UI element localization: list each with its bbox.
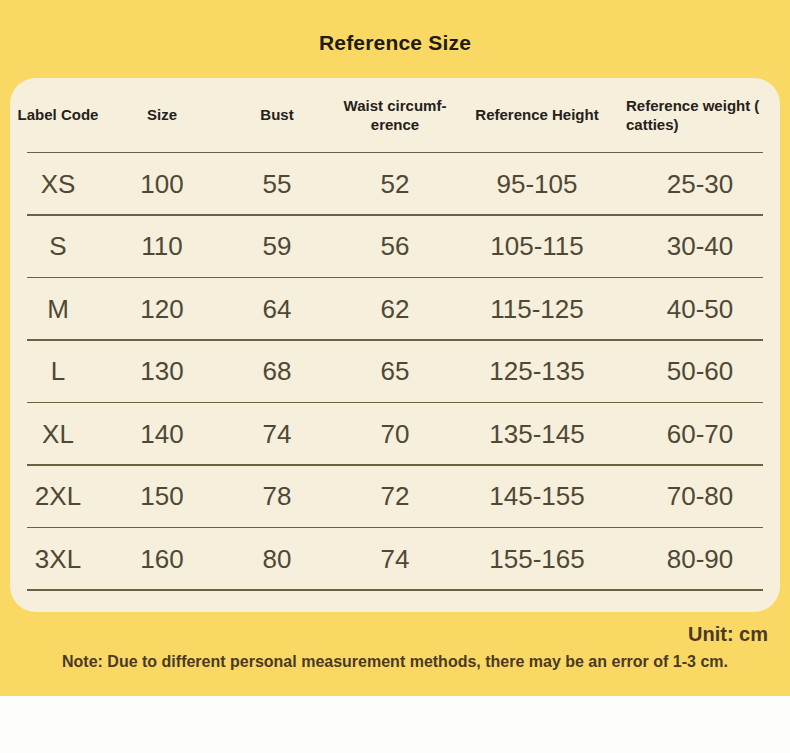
table-cell: 65 (336, 356, 454, 387)
table-row: XS 100 55 52 95-105 25-30 (10, 153, 780, 216)
column-header-bust: Bust (218, 106, 336, 125)
table-cell: 80 (218, 544, 336, 575)
column-header-height: Reference Height (454, 106, 620, 125)
table-cell: 25-30 (620, 169, 780, 200)
table-row: 2XL 150 78 72 145-155 70-80 (10, 466, 780, 529)
table-cell: M (10, 294, 106, 325)
table-cell: 105-115 (454, 231, 620, 262)
table-cell: 135-145 (454, 419, 620, 450)
table-cell: 150 (106, 481, 218, 512)
table-cell: 55 (218, 169, 336, 200)
size-table-card: Label Code Size Bust Waist circumf-erenc… (10, 78, 780, 612)
table-row: S 110 59 56 105-115 30-40 (10, 216, 780, 279)
column-header-weight: Reference weight (​catties) (620, 97, 780, 135)
table-cell: 2XL (10, 481, 106, 512)
table-cell: 72 (336, 481, 454, 512)
table-cell: 64 (218, 294, 336, 325)
table-cell: 30-40 (620, 231, 780, 262)
table-cell: 52 (336, 169, 454, 200)
table-cell: 78 (218, 481, 336, 512)
table-cell: 130 (106, 356, 218, 387)
table-cell: 74 (336, 544, 454, 575)
table-cell: 115-125 (454, 294, 620, 325)
table-cell: 40-50 (620, 294, 780, 325)
table-cell: S (10, 231, 106, 262)
column-header-label-code: Label Code (10, 106, 106, 125)
table-cell: 110 (106, 231, 218, 262)
table-cell: 100 (106, 169, 218, 200)
table-cell: 145-155 (454, 481, 620, 512)
size-chart-panel: Reference Size Label Code Size Bust Wais… (0, 0, 790, 696)
table-cell: XS (10, 169, 106, 200)
table-row: M 120 64 62 115-125 40-50 (10, 278, 780, 341)
table-cell: 80-90 (620, 544, 780, 575)
table-cell: 50-60 (620, 356, 780, 387)
note-text: Note: Due to different personal measurem… (0, 653, 790, 671)
table-row: XL 140 74 70 135-145 60-70 (10, 403, 780, 466)
table-row: L 130 68 65 125-135 50-60 (10, 341, 780, 404)
table-cell: 60-70 (620, 419, 780, 450)
table-cell: 74 (218, 419, 336, 450)
table-cell: 59 (218, 231, 336, 262)
table-row: 3XL 160 80 74 155-165 80-90 (10, 528, 780, 591)
column-header-size: Size (106, 106, 218, 125)
column-header-waist: Waist circumf-erence (336, 97, 454, 135)
table-cell: L (10, 356, 106, 387)
table-cell: 70 (336, 419, 454, 450)
table-cell: 62 (336, 294, 454, 325)
table-cell: 56 (336, 231, 454, 262)
table-cell: 120 (106, 294, 218, 325)
bottom-whitespace (0, 696, 790, 753)
table-cell: 160 (106, 544, 218, 575)
page-title: Reference Size (0, 0, 790, 56)
table-header-row: Label Code Size Bust Waist circumf-erenc… (10, 78, 780, 153)
table-cell: 70-80 (620, 481, 780, 512)
table-cell: 140 (106, 419, 218, 450)
table-cell: 155-165 (454, 544, 620, 575)
table-cell: 68 (218, 356, 336, 387)
table-cell: XL (10, 419, 106, 450)
table-cell: 125-135 (454, 356, 620, 387)
table-cell: 95-105 (454, 169, 620, 200)
table-cell: 3XL (10, 544, 106, 575)
unit-label: Unit: cm (0, 623, 790, 646)
